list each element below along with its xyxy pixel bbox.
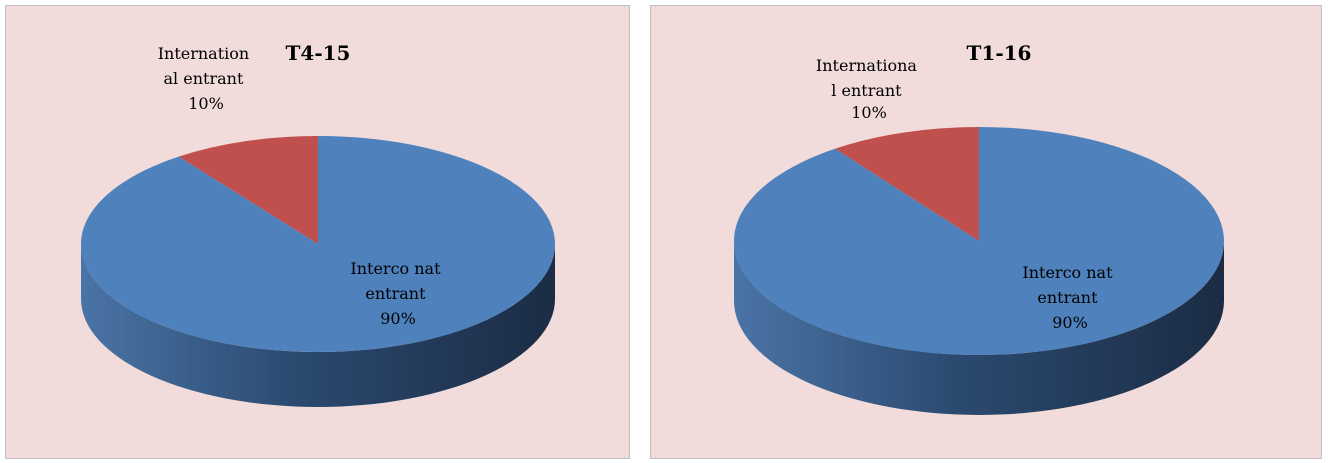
pie-slice-0 — [178, 136, 318, 244]
slice-label-international: Internationa l entrant 10% — [816, 56, 922, 122]
pie-slice-1 — [733, 127, 1224, 356]
pie-chart-svg: T4-15 Internation al entrant 10% Interco… — [80, 41, 556, 407]
pie-chart-t1-16: T1-16 Internationa l entrant 10% Interco… — [650, 5, 1322, 459]
chart-title: T4-15 — [286, 41, 351, 65]
slice-label-interco: Interco nat entrant 90% — [350, 259, 445, 328]
pie-chart-t4-15: T4-15 Internation al entrant 10% Interco… — [5, 5, 630, 459]
pie-slice-0 — [834, 127, 979, 241]
pie-side-wall — [734, 241, 1224, 415]
slice-label-interco: Interco nat entrant 90% — [1022, 263, 1117, 332]
chart-title: T1-16 — [967, 41, 1032, 65]
pie-side-wall — [81, 244, 555, 407]
pie-slice-1 — [80, 136, 556, 352]
pie-chart-svg: T1-16 Internationa l entrant 10% Interco… — [733, 41, 1224, 415]
slice-label-international: Internation al entrant 10% — [158, 44, 255, 113]
